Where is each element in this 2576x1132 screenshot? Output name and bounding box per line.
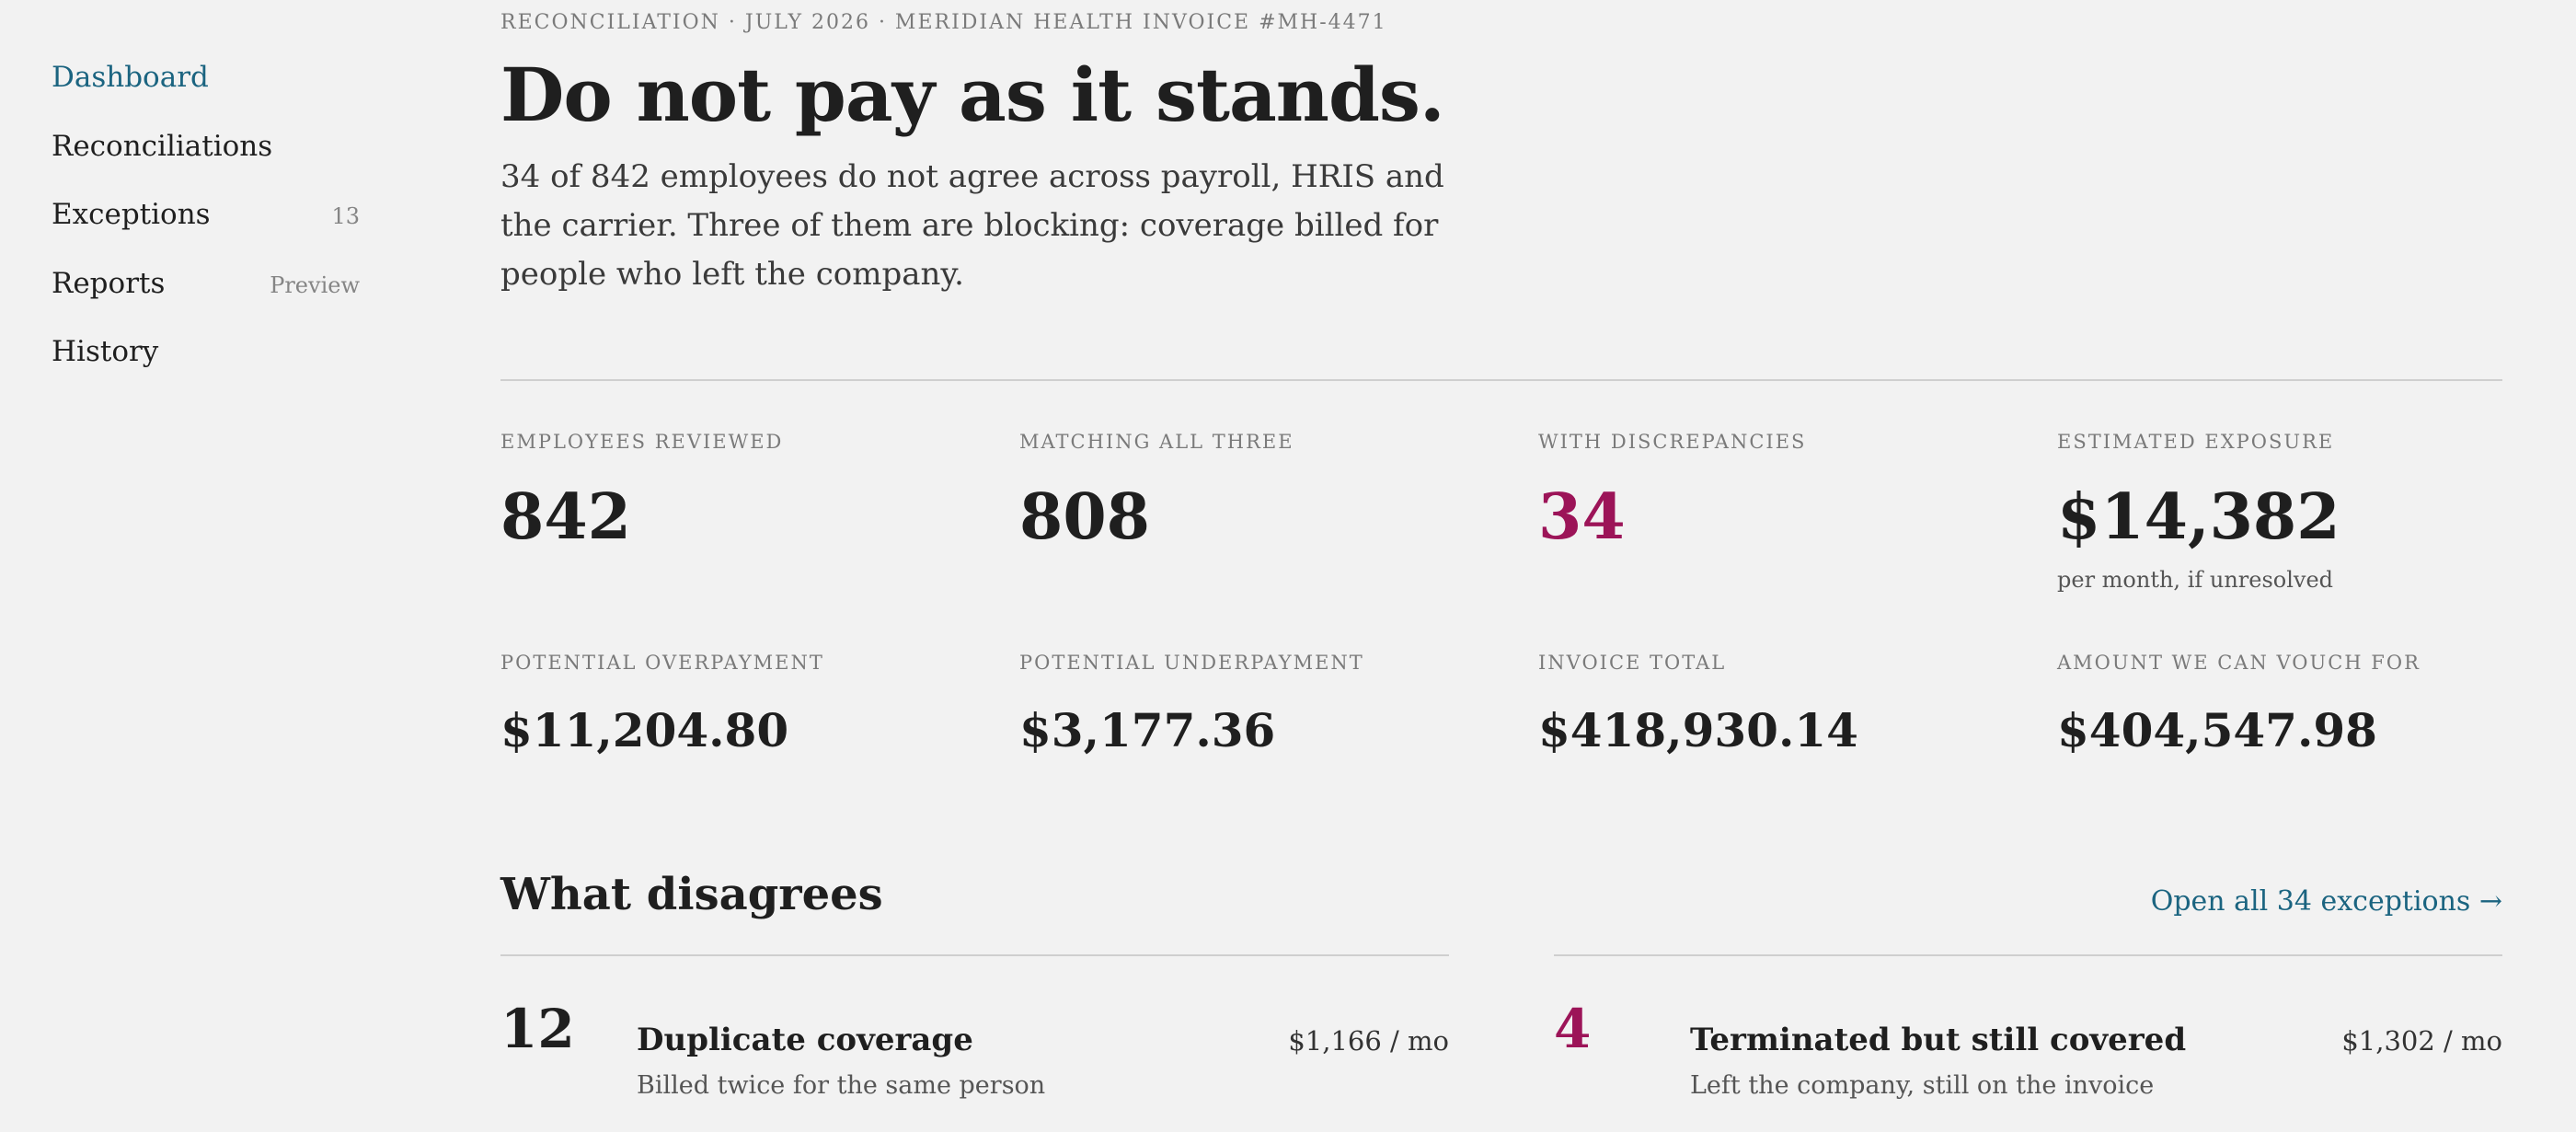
stat-employees-reviewed: EMPLOYEES REVIEWED 842: [500, 431, 979, 550]
stat-label: POTENTIAL OVERPAYMENT: [500, 652, 824, 674]
exception-count: 12: [500, 998, 575, 1060]
stat-value: $3,177.36: [1019, 703, 1276, 757]
divider: [1554, 954, 2502, 956]
stat-note: per month, if unresolved: [2057, 567, 2334, 593]
page-title: Do not pay as it stands.: [500, 52, 1445, 138]
stat-amount-we-can-vouch-for: AMOUNT WE CAN VOUCH FOR $404,547.98: [2057, 652, 2536, 757]
sidebar-item-label: Reports: [52, 266, 166, 300]
stat-value: $418,930.14: [1538, 703, 1858, 757]
page-summary: 34 of 842 employees do not agree across …: [500, 158, 1444, 293]
stat-matching-all-three: MATCHING ALL THREE 808: [1019, 431, 1498, 550]
divider: [500, 954, 1449, 956]
sidebar-item-label: Reconciliations: [52, 129, 273, 163]
breadcrumb: RECONCILIATION · JULY 2026 · MERIDIAN HE…: [500, 11, 1387, 34]
stat-label: POTENTIAL UNDERPAYMENT: [1019, 652, 1364, 674]
preview-badge: Preview: [270, 271, 360, 298]
exception-category-row[interactable]: 4 Terminated but still covered Left the …: [1554, 998, 2502, 1108]
stat-value: 842: [500, 480, 631, 554]
stat-invoice-total: INVOICE TOTAL $418,930.14: [1538, 652, 2017, 757]
stat-label: AMOUNT WE CAN VOUCH FOR: [2057, 652, 2421, 674]
sidebar-item-reports[interactable]: Reports Preview: [52, 267, 360, 336]
stat-potential-overpayment: POTENTIAL OVERPAYMENT $11,204.80: [500, 652, 979, 757]
stat-value: $11,204.80: [500, 703, 789, 757]
exception-count: 4: [1554, 998, 1592, 1060]
exception-amount: $1,166 / mo: [1288, 1025, 1449, 1057]
sidebar-item-label: History: [52, 335, 159, 368]
exception-title: Duplicate coverage: [637, 1022, 973, 1058]
open-all-exceptions-link[interactable]: Open all 34 exceptions →: [2150, 885, 2502, 918]
exceptions-count-badge: 13: [331, 203, 360, 229]
section-title: What disagrees: [500, 869, 883, 920]
divider: [500, 379, 2502, 381]
stat-label: MATCHING ALL THREE: [1019, 431, 1294, 453]
stat-label: INVOICE TOTAL: [1538, 652, 1727, 674]
sidebar-item-exceptions[interactable]: Exceptions 13: [52, 198, 360, 267]
sidebar-item-reconciliations[interactable]: Reconciliations: [52, 130, 360, 199]
stat-potential-underpayment: POTENTIAL UNDERPAYMENT $3,177.36: [1019, 652, 1498, 757]
stat-value: $14,382: [2057, 480, 2340, 554]
stat-label: EMPLOYEES REVIEWED: [500, 431, 784, 453]
sidebar-item-label: Dashboard: [52, 61, 209, 94]
stat-label: ESTIMATED EXPOSURE: [2057, 431, 2335, 453]
stat-label: WITH DISCREPANCIES: [1538, 431, 1807, 453]
exception-subtitle: Billed twice for the same person: [637, 1071, 1046, 1100]
sidebar-item-history[interactable]: History: [52, 335, 360, 404]
exception-subtitle: Left the company, still on the invoice: [1690, 1071, 2155, 1100]
exception-title: Terminated but still covered: [1690, 1022, 2187, 1058]
stat-estimated-exposure: ESTIMATED EXPOSURE $14,382 per month, if…: [2057, 431, 2536, 593]
stat-value: $404,547.98: [2057, 703, 2377, 757]
stat-value: 34: [1538, 480, 1626, 554]
sidebar-item-label: Exceptions: [52, 198, 211, 231]
exception-category-row[interactable]: 12 Duplicate coverage Billed twice for t…: [500, 998, 1449, 1108]
sidebar-nav: Dashboard Reconciliations Exceptions 13 …: [52, 61, 360, 404]
exception-amount: $1,302 / mo: [2341, 1025, 2502, 1057]
stat-value: 808: [1019, 480, 1150, 554]
stat-with-discrepancies: WITH DISCREPANCIES 34: [1538, 431, 2017, 550]
sidebar-item-dashboard[interactable]: Dashboard: [52, 61, 360, 130]
